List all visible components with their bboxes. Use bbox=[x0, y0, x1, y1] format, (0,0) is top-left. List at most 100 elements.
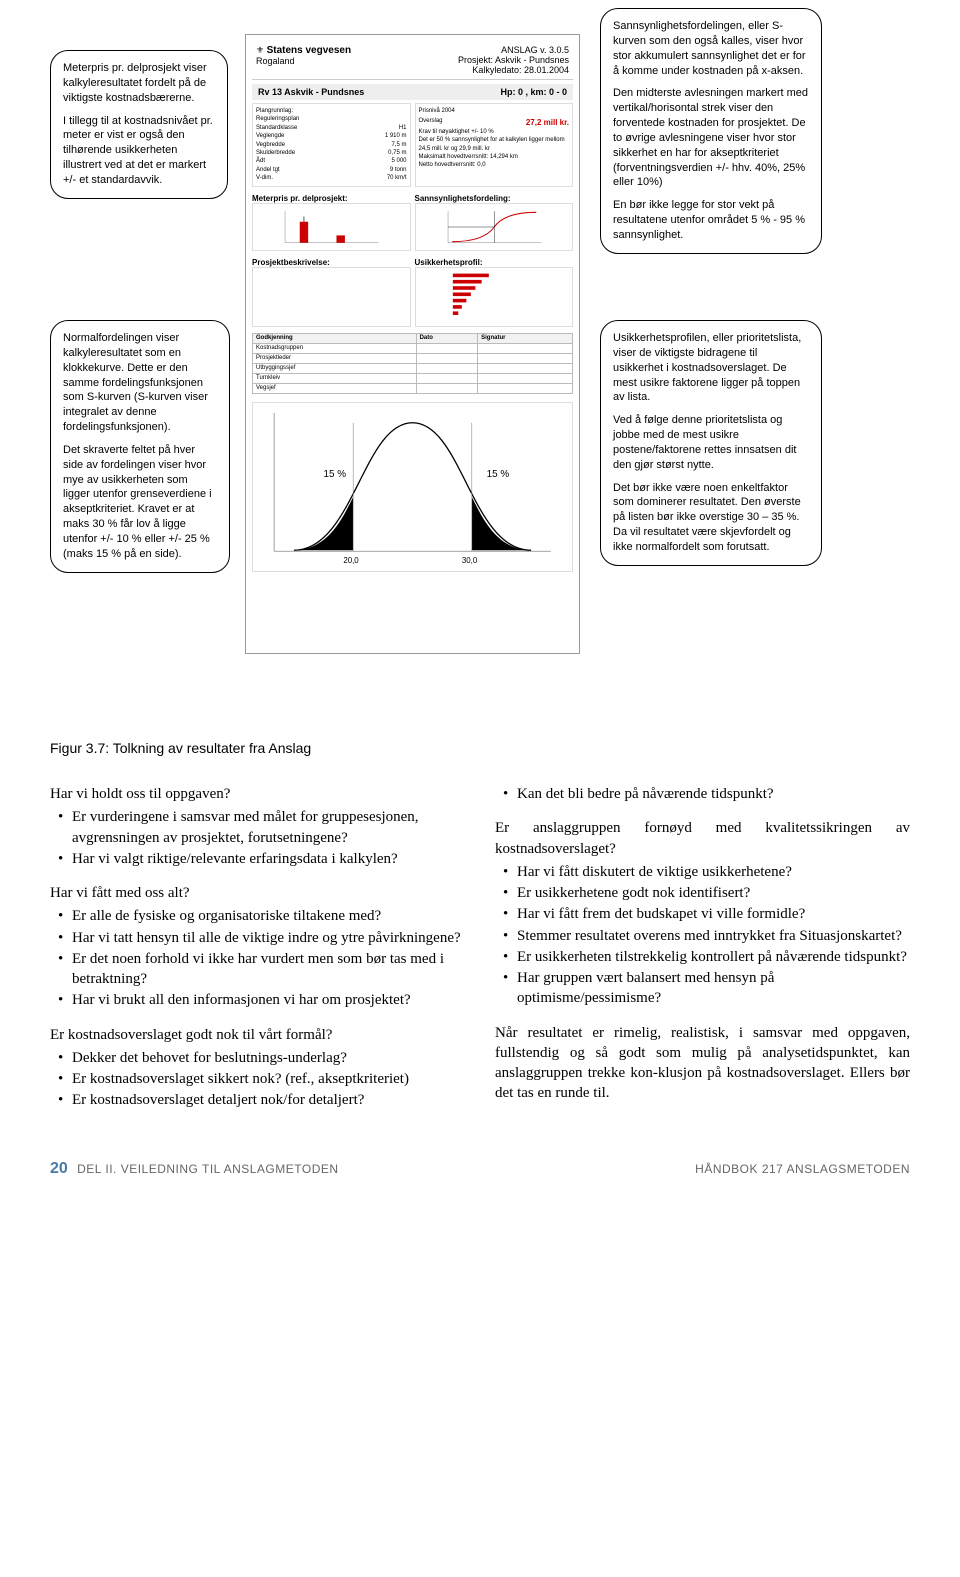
region-name: Rogaland bbox=[256, 56, 295, 66]
table-row: Kostnadsgruppen bbox=[253, 343, 573, 353]
callout-normal: Normalfordelingen viser kalkyleresultate… bbox=[50, 320, 230, 573]
cell bbox=[478, 373, 573, 383]
list-item: Har vi brukt all den informasjonen vi ha… bbox=[50, 990, 465, 1010]
value: 70 km/t bbox=[387, 174, 407, 182]
callout-scurve: Sannsynlighetsfordelingen, eller S-kurve… bbox=[600, 8, 822, 254]
callout-text: I tillegg til at kostnadsnivået pr. mete… bbox=[63, 114, 215, 188]
date: Kalkyledato: 28.01.2004 bbox=[472, 65, 569, 75]
list-item: Er usikkerhetene godt nok identifisert? bbox=[495, 883, 910, 903]
sect-label: Sannsynlighetsfordeling: bbox=[415, 194, 574, 203]
question-header: Har vi fått med oss alt? bbox=[50, 883, 465, 903]
cell bbox=[416, 373, 478, 383]
list-item: Er kostnadsoverslaget detaljert nok/for … bbox=[50, 1090, 465, 1110]
callout-meterpris: Meterpris pr. delprosjekt viser kalkyler… bbox=[50, 50, 228, 199]
list-item: Dekker det behovet for beslutnings-under… bbox=[50, 1048, 465, 1068]
doc-right-col: Prisnivå 2004 Overslag 27,2 mill kr. Kra… bbox=[415, 103, 574, 187]
page-footer: 20 DEL II. VEILEDNING TIL ANSLAGMETODEN … bbox=[50, 1160, 910, 1178]
left-column: Har vi holdt oss til oppgaven? Er vurder… bbox=[50, 784, 465, 1125]
value: Det er 50 % sannsynlighet for at kalkyle… bbox=[419, 136, 570, 153]
cell: Vegsjef bbox=[253, 383, 417, 393]
pct-left: 15 % bbox=[324, 469, 347, 480]
callout-text: Normalfordelingen viser kalkyleresultate… bbox=[63, 331, 217, 435]
value: 0,75 m bbox=[388, 149, 406, 157]
road-title: Rv 13 Askvik - Pundsnes bbox=[258, 87, 364, 97]
page-number: 20 bbox=[50, 1160, 68, 1177]
value: 7,5 m bbox=[391, 141, 406, 149]
section-label: DEL II. VEILEDNING TIL ANSLAGMETODEN bbox=[77, 1162, 338, 1176]
version: ANSLAG v. 3.0.5 bbox=[501, 45, 569, 55]
bullet-list: Er vurderingene i samsvar med målet for … bbox=[50, 807, 465, 869]
body-columns: Har vi holdt oss til oppgaven? Er vurder… bbox=[50, 784, 910, 1125]
value: 9 tonn bbox=[390, 166, 407, 174]
cell bbox=[478, 343, 573, 353]
list-item: Har vi fått diskutert de viktige usikker… bbox=[495, 862, 910, 882]
scurve-chart bbox=[415, 203, 574, 251]
list-item: Er kostnadsoverslaget sikkert nok? (ref.… bbox=[50, 1069, 465, 1089]
doc-charts-row1: Meterpris pr. delprosjekt: Sannsynlighet… bbox=[252, 190, 573, 251]
prosjbesk-box bbox=[252, 267, 411, 327]
callout-text: Det bør ikke være noen enkeltfaktor som … bbox=[613, 481, 809, 555]
cell: Turnkleiv bbox=[253, 373, 417, 383]
list-item: Er alle de fysiske og organisatoriske ti… bbox=[50, 906, 465, 926]
cell bbox=[416, 363, 478, 373]
callout-profile: Usikkerhetsprofilen, eller prioritetslis… bbox=[600, 320, 822, 566]
right-column: Kan det bli bedre på nåværende tidspunkt… bbox=[495, 784, 910, 1125]
x1: 20,0 bbox=[343, 556, 359, 565]
question-header: Har vi holdt oss til oppgaven? bbox=[50, 784, 465, 804]
label: Standardklasse bbox=[256, 125, 297, 131]
callout-text: Usikkerhetsprofilen, eller prioritetslis… bbox=[613, 331, 809, 405]
table-row: Prosjektleder bbox=[253, 353, 573, 363]
callout-text: En bør ikke legge for stor vekt på resul… bbox=[613, 198, 809, 243]
label: V-dim. bbox=[256, 175, 273, 181]
table-row: Utbyggingssjef bbox=[253, 363, 573, 373]
label: Ådt bbox=[256, 158, 265, 164]
table-row: Turnkleiv bbox=[253, 373, 573, 383]
bullet-list: Er alle de fysiske og organisatoriske ti… bbox=[50, 906, 465, 1010]
org-name: Statens vegvesen bbox=[267, 45, 352, 56]
figure-caption: Figur 3.7: Tolkning av resultater fra An… bbox=[50, 740, 910, 756]
overslag-value: 27,2 mill kr. bbox=[526, 117, 569, 128]
table-header: Godkjenning bbox=[253, 333, 417, 343]
x2: 30,0 bbox=[462, 556, 478, 565]
sect-label: Meterpris pr. delprosjekt: bbox=[252, 194, 411, 203]
value: 1 910 m bbox=[385, 132, 407, 140]
label: Overslag bbox=[419, 118, 443, 124]
cell bbox=[478, 363, 573, 373]
anslag-report: ⚜ Statens vegvesen Rogaland ANSLAG v. 3.… bbox=[245, 34, 580, 654]
value: Prisnivå 2004 bbox=[419, 107, 570, 115]
hp-value: Hp: 0 , km: 0 - 0 bbox=[500, 87, 567, 97]
list-item: Er usikkerheten tilstrekkelig kontroller… bbox=[495, 947, 910, 967]
bullet-list: Dekker det behovet for beslutnings-under… bbox=[50, 1048, 465, 1111]
callout-text: Det skraverte feltet på hver side av for… bbox=[63, 443, 217, 562]
value: H1 bbox=[399, 124, 407, 132]
list-item: Er vurderingene i samsvar med målet for … bbox=[50, 807, 465, 848]
list-item: Har vi fått frem det budskapet vi ville … bbox=[495, 904, 910, 924]
doc-charts-row2: Prosjektbeskrivelse: Usikkerhetsprofil: bbox=[252, 254, 573, 327]
list-item: Har vi valgt riktige/relevante erfarings… bbox=[50, 849, 465, 869]
question-header: Er kostnadsoverslaget godt nok til vårt … bbox=[50, 1025, 465, 1045]
callout-text: Den midterste avlesningen markert med ve… bbox=[613, 86, 809, 190]
sect-label: Prosjektbeskrivelse: bbox=[252, 258, 411, 267]
list-item: Har gruppen vært balansert med hensyn på… bbox=[495, 968, 910, 1009]
value: Maksimalt hovedtverrsnitt: 14,294 km bbox=[419, 153, 570, 161]
cell: Prosjektleder bbox=[253, 353, 417, 363]
bullet-list: Har vi fått diskutert de viktige usikker… bbox=[495, 862, 910, 1009]
approval-table: GodkjenningDatoSignatur KostnadsgruppenP… bbox=[252, 333, 573, 394]
label: Skulderbredde bbox=[256, 150, 295, 156]
coat-of-arms-icon: ⚜ bbox=[256, 45, 264, 55]
table-header: Signatur bbox=[478, 333, 573, 343]
list-item: Har vi tatt hensyn til alle de viktige i… bbox=[50, 928, 465, 948]
list-item: Stemmer resultatet overens med inntrykke… bbox=[495, 926, 910, 946]
table-header: Dato bbox=[416, 333, 478, 343]
bell-curve-chart: 15 % 15 % 20,0 30,0 bbox=[252, 402, 573, 572]
cell: Utbyggingssjef bbox=[253, 363, 417, 373]
bullet-list: Kan det bli bedre på nåværende tidspunkt… bbox=[495, 784, 910, 804]
doc-left-col: Plangrunnlag: Reguleringsplan Standardkl… bbox=[252, 103, 411, 187]
label: Andel tgt bbox=[256, 167, 280, 173]
cell bbox=[478, 383, 573, 393]
cell bbox=[478, 353, 573, 363]
cell bbox=[416, 353, 478, 363]
question-header: Er anslaggruppen fornøyd med kvalitetssi… bbox=[495, 818, 910, 859]
value: Reguleringsplan bbox=[256, 116, 299, 122]
value: Krav til nøyaktighet +/- 10 % bbox=[419, 128, 570, 136]
